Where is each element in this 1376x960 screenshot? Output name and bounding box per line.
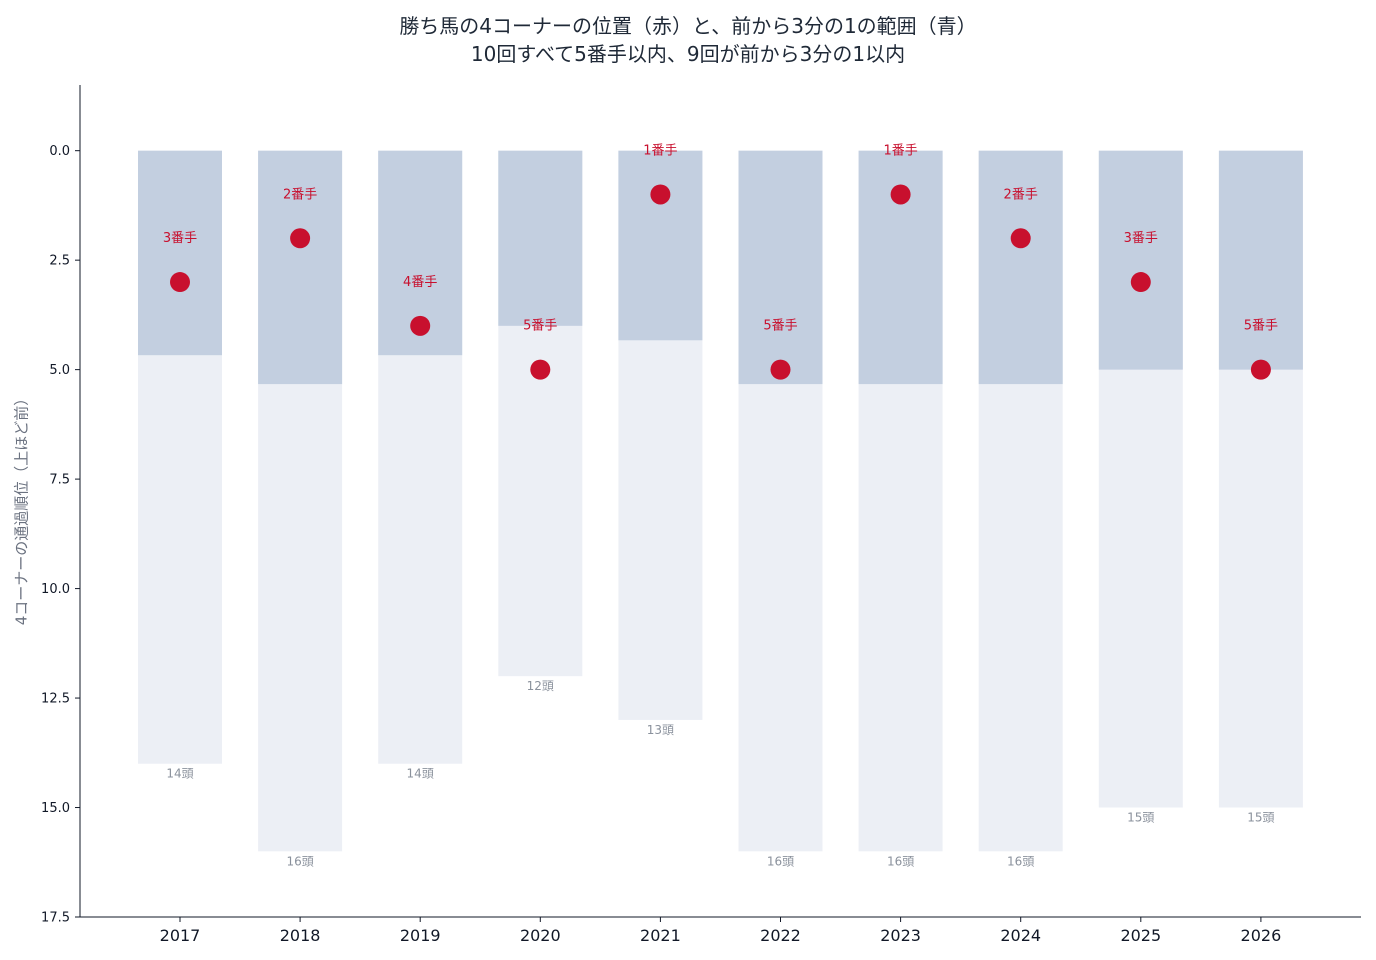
y-tick-label: 12.5 [41, 692, 70, 707]
winner-position-label: 5番手 [523, 319, 557, 334]
winner-position-marker [1250, 359, 1271, 380]
front-third-bar [618, 150, 703, 341]
winner-position-label: 5番手 [763, 319, 797, 334]
winner-position-label: 5番手 [1244, 319, 1278, 334]
winner-position-label: 4番手 [403, 275, 437, 290]
x-tick-label: 2025 [1120, 926, 1161, 945]
winner-position-marker [290, 228, 311, 249]
x-tick-label: 2020 [520, 926, 561, 945]
winner-position-marker [1130, 272, 1151, 293]
x-tick-label: 2017 [160, 926, 201, 945]
winner-position-label: 1番手 [883, 143, 917, 158]
winner-position-label: 3番手 [1124, 231, 1158, 246]
field-size-label: 16頭 [767, 854, 794, 868]
x-tick-label: 2026 [1241, 926, 1282, 945]
field-size-label: 15頭 [1247, 811, 1274, 825]
winner-position-label: 3番手 [163, 231, 197, 246]
winner-position-marker [410, 315, 431, 336]
field-size-label: 14頭 [166, 767, 193, 781]
x-tick-label: 2023 [880, 926, 921, 945]
winner-position-marker [890, 184, 911, 205]
y-tick-label: 2.5 [49, 254, 70, 269]
front-third-bar [978, 150, 1063, 385]
winner-position-label: 1番手 [643, 143, 677, 158]
front-third-bar [258, 150, 343, 385]
winner-position-label: 2番手 [1004, 187, 1038, 202]
front-third-bar [498, 150, 583, 326]
y-tick-label: 15.0 [41, 801, 70, 816]
winner-position-marker [530, 359, 551, 380]
x-tick-label: 2024 [1000, 926, 1041, 945]
x-tick-label: 2022 [760, 926, 801, 945]
x-tick-label: 2021 [640, 926, 681, 945]
x-tick-label: 2018 [280, 926, 321, 945]
y-tick-label: 0.0 [49, 144, 70, 159]
winner-position-marker [770, 359, 791, 380]
field-size-label: 12頭 [527, 679, 554, 693]
y-tick-label: 7.5 [49, 473, 70, 488]
front-third-bar [138, 150, 222, 356]
field-size-label: 16頭 [1007, 854, 1034, 868]
winner-position-marker [170, 272, 190, 293]
front-third-bar [738, 150, 823, 385]
front-third-bar [1098, 150, 1183, 370]
field-size-label: 16頭 [286, 854, 313, 868]
x-tick-label: 2019 [400, 926, 441, 945]
field-size-label: 14頭 [407, 767, 434, 781]
y-tick-label: 17.5 [41, 911, 70, 926]
chart-subtitle: 10回すべて5番手以内、9回が前から3分の1以内 [470, 42, 906, 66]
y-tick-label: 10.0 [41, 582, 70, 597]
winner-position-marker [1010, 228, 1031, 249]
front-third-bar [1218, 150, 1303, 370]
winner-position-marker [650, 184, 671, 205]
winner-position-label: 2番手 [283, 187, 317, 202]
chart-title: 勝ち馬の4コーナーの位置（赤）と、前から3分の1の範囲（青） [399, 14, 977, 38]
field-size-label: 13頭 [647, 723, 674, 737]
field-size-label: 16頭 [887, 854, 914, 868]
y-tick-label: 5.0 [49, 363, 70, 378]
field-size-label: 15頭 [1127, 811, 1154, 825]
